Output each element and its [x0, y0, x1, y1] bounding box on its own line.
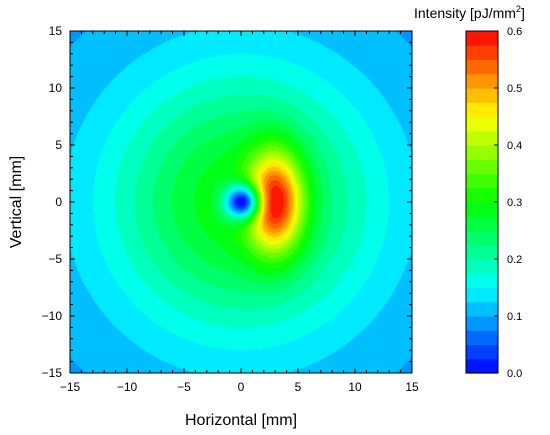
- x-axis-label: Horizontal [mm]: [185, 412, 297, 429]
- heatmap-image: [70, 31, 412, 373]
- colorbar-band: [466, 73, 498, 89]
- y-tick-label: 5: [55, 138, 62, 152]
- x-tick-label: 0: [238, 380, 245, 394]
- colorbar-tick-label: 0.5: [507, 83, 522, 95]
- colorbar-band: [466, 31, 498, 46]
- colorbar-band: [466, 287, 498, 303]
- colorbar-band: [466, 330, 498, 346]
- y-tick-label: −10: [42, 309, 63, 323]
- colorbar-band: [466, 173, 498, 189]
- colorbar-band: [466, 187, 498, 203]
- colorbar-band: [466, 230, 498, 246]
- plot-area: −15 −10 −5 0 5 10 15 15 10 5 0 −5 −10 −15: [42, 24, 419, 394]
- colorbar: Intensity [pJ/mm2] 0.6 0.5 0.4 0.3 0.2 0.1 0.0: [414, 4, 525, 380]
- colorbar-band: [466, 59, 498, 75]
- colorbar-band: [466, 216, 498, 232]
- x-tick-label: −10: [117, 380, 138, 394]
- colorbar-band: [466, 45, 498, 61]
- y-axis: 15 10 5 0 −5 −10 −15: [42, 24, 412, 380]
- y-tick-label: −5: [48, 252, 62, 266]
- y-axis-label: Vertical [mm]: [8, 156, 25, 248]
- colorbar-tick-label: 0.0: [507, 368, 522, 380]
- x-tick-label: −5: [177, 380, 191, 394]
- colorbar-band: [466, 273, 498, 289]
- colorbar-band: [466, 344, 498, 360]
- x-tick-label: 5: [295, 380, 302, 394]
- colorbar-title-superscript: 2: [516, 4, 521, 14]
- colorbar-band: [466, 358, 498, 374]
- x-tick-label: 10: [348, 380, 362, 394]
- colorbar-tick-label: 0.2: [507, 254, 522, 266]
- colorbar-band: [466, 145, 498, 160]
- colorbar-band: [466, 88, 498, 103]
- colorbar-band: [466, 301, 498, 317]
- colorbar-tick-label: 0.4: [507, 140, 522, 152]
- colorbar-bands: [466, 31, 498, 374]
- colorbar-ticks: 0.6 0.5 0.4 0.3 0.2 0.1 0.0: [494, 26, 522, 380]
- x-tick-label: −15: [60, 380, 81, 394]
- colorbar-title-suffix: ]: [521, 5, 525, 21]
- colorbar-band: [466, 202, 498, 217]
- y-tick-label: 0: [55, 195, 62, 209]
- colorbar-title-main: Intensity [pJ/mm: [414, 5, 516, 21]
- x-axis: −15 −10 −5 0 5 10 15: [60, 31, 419, 394]
- y-tick-label: 15: [49, 24, 63, 38]
- colorbar-band: [466, 159, 498, 175]
- colorbar-band: [466, 116, 498, 132]
- colorbar-band: [466, 316, 498, 331]
- colorbar-tick-label: 0.3: [507, 197, 522, 209]
- colorbar-band: [466, 102, 498, 118]
- colorbar-title: Intensity [pJ/mm2]: [414, 4, 525, 21]
- colorbar-band: [466, 130, 498, 146]
- colorbar-tick-label: 0.6: [507, 26, 522, 38]
- colorbar-tick-label: 0.1: [507, 311, 522, 323]
- colorbar-band: [466, 259, 498, 274]
- y-tick-label: −15: [42, 366, 63, 380]
- colorbar-band: [466, 244, 498, 260]
- x-tick-label: 15: [405, 380, 419, 394]
- y-tick-label: 10: [49, 81, 63, 95]
